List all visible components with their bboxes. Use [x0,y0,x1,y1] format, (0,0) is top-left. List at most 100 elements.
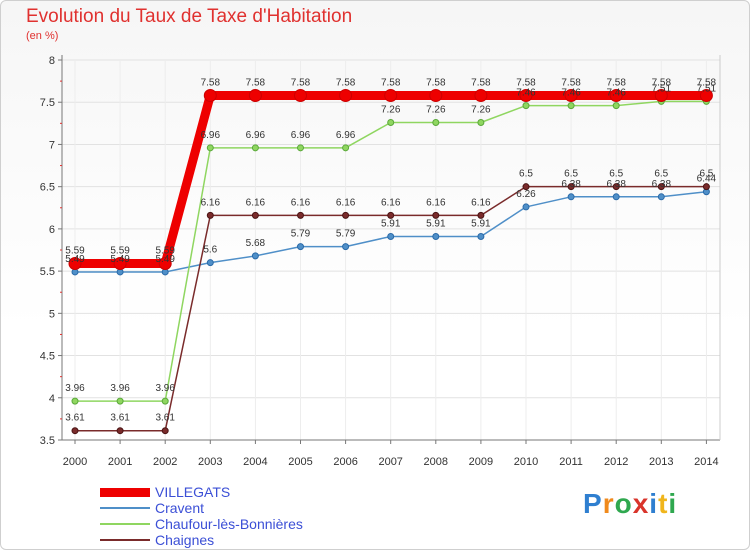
data-point [384,88,398,102]
data-label: 7.58 [606,77,626,88]
data-point [339,88,353,102]
data-point [432,211,440,219]
data-label: 7.58 [516,77,536,88]
data-point [474,88,488,102]
data-label: 6.96 [336,130,356,141]
data-label: 6.96 [201,130,221,141]
data-label: 5.59 [155,246,175,257]
data-point [612,193,620,201]
data-point [657,193,665,201]
data-label: 6.16 [426,197,446,208]
x-tick-label: 2014 [694,456,718,468]
y-tick-label: 7.5 [40,97,55,109]
data-label: 6.38 [606,179,626,190]
data-point [432,118,440,126]
data-label: 6.16 [246,197,266,208]
x-tick-label: 2005 [288,456,312,468]
y-tick-label: 3.5 [40,435,55,447]
data-point [477,118,485,126]
legend-label: Cravent [155,500,205,516]
data-point [251,211,259,219]
logo-letter: i [649,488,659,519]
data-point [612,102,620,110]
data-point [387,211,395,219]
y-tick-label: 5.5 [40,266,55,278]
data-label: 5.49 [155,254,175,265]
data-point [342,243,350,251]
data-point [477,232,485,240]
data-point [432,232,440,240]
data-label: 7.58 [561,77,581,88]
data-label: 7.46 [561,88,581,99]
data-point [297,144,304,152]
data-point [612,183,620,191]
data-label: 6.38 [652,179,672,190]
logo-letter: x [632,488,650,519]
data-label: 5.91 [426,218,446,229]
x-tick-label: 2010 [514,456,538,468]
data-label: 6.96 [246,130,266,141]
data-point [297,211,304,219]
data-point [567,102,575,110]
data-point [654,88,668,102]
data-label: 5.49 [65,254,85,265]
data-label: 3.96 [65,383,85,394]
x-tick-label: 2009 [469,456,493,468]
x-tick-label: 2003 [198,456,222,468]
data-label: 7.58 [336,77,356,88]
legend-label: Chaufour-lès-Bonnières [155,516,303,532]
x-tick-label: 2012 [604,456,628,468]
data-point [71,427,79,435]
x-tick-label: 2013 [649,456,673,468]
logo-letter: t [658,488,669,519]
data-label: 7.46 [516,88,536,99]
data-label: 5.79 [291,229,311,240]
data-label: 5.79 [336,229,356,240]
data-label: 6.5 [699,169,713,180]
data-label: 5.91 [381,218,401,229]
data-label: 7.58 [697,77,717,88]
data-point [203,88,217,102]
data-label: 7.58 [246,77,266,88]
data-label: 7.58 [381,77,401,88]
data-point [477,211,485,219]
data-point [387,232,395,240]
data-point [158,257,172,271]
data-point [564,88,578,102]
data-label: 7.51 [697,83,717,94]
data-label: 5.59 [110,246,130,257]
data-point [609,88,623,102]
data-label: 3.96 [155,383,175,394]
data-label: 7.46 [606,88,626,99]
x-tick-label: 2006 [333,456,357,468]
x-tick-label: 2007 [378,456,402,468]
data-label: 6.5 [654,169,668,180]
x-tick-label: 2004 [243,456,267,468]
data-label: 6.16 [336,197,356,208]
data-label: 7.51 [652,83,672,94]
data-point [113,257,127,271]
data-point [297,243,304,251]
data-label: 6.16 [201,197,221,208]
data-point [68,257,82,271]
y-tick-label: 7 [49,139,55,151]
data-point [116,427,124,435]
data-point [161,397,169,405]
x-tick-label: 2002 [153,456,177,468]
data-point [116,397,124,405]
y-tick-label: 6.5 [40,182,55,194]
data-label: 7.58 [201,77,221,88]
data-point [206,259,214,267]
data-label: 6.5 [609,169,623,180]
data-point [567,193,575,201]
data-point [342,211,350,219]
y-tick-label: 8 [49,55,55,67]
y-axis-unit: (en %) [26,30,59,42]
data-point [206,211,214,219]
y-tick-label: 4 [49,393,55,405]
data-point [342,144,350,152]
data-point [161,427,169,435]
logo-letter: o [614,488,633,519]
data-label: 6.38 [561,179,581,190]
